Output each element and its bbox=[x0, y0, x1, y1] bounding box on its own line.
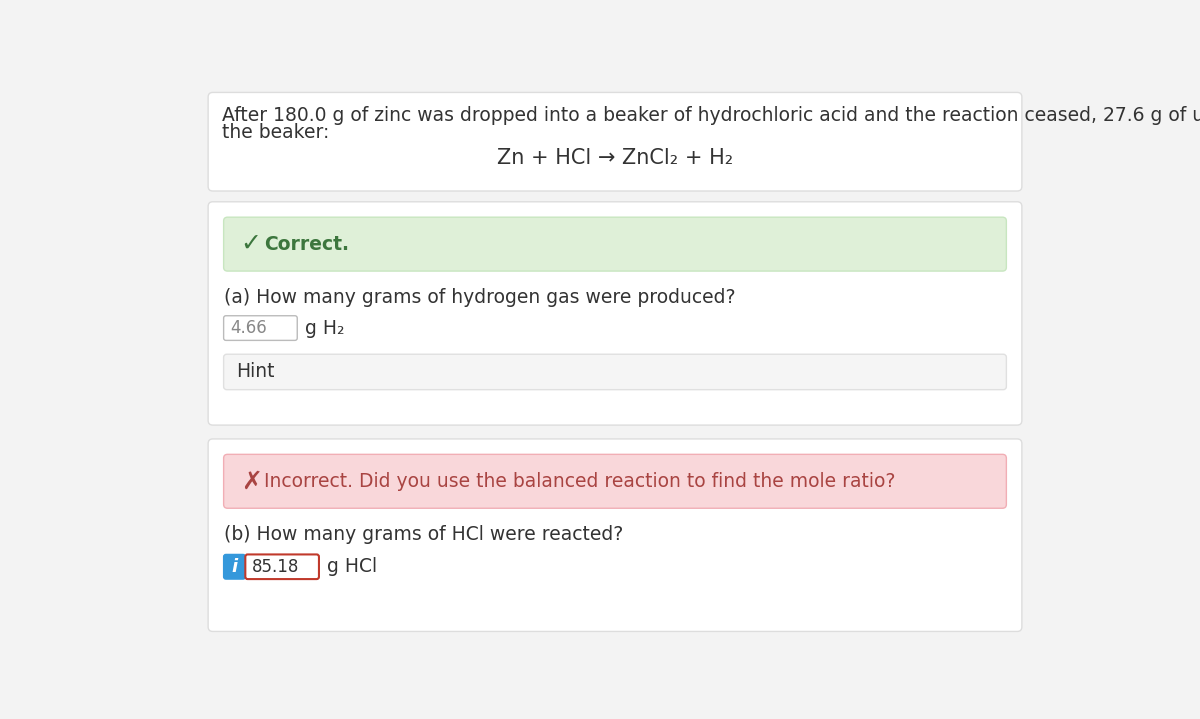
Text: g H₂: g H₂ bbox=[305, 319, 344, 337]
FancyBboxPatch shape bbox=[223, 217, 1007, 271]
Text: 85.18: 85.18 bbox=[252, 558, 299, 576]
FancyBboxPatch shape bbox=[223, 316, 298, 340]
FancyBboxPatch shape bbox=[223, 554, 245, 579]
FancyBboxPatch shape bbox=[223, 354, 1007, 390]
Text: After 180.0 g of zinc was dropped into a beaker of hydrochloric acid and the rea: After 180.0 g of zinc was dropped into a… bbox=[222, 106, 1200, 125]
Text: (a) How many grams of hydrogen gas were produced?: (a) How many grams of hydrogen gas were … bbox=[223, 288, 736, 307]
Text: Zn + HCl → ZnCl₂ + H₂: Zn + HCl → ZnCl₂ + H₂ bbox=[497, 148, 733, 168]
FancyBboxPatch shape bbox=[208, 439, 1022, 631]
Text: Hint: Hint bbox=[236, 362, 275, 382]
FancyBboxPatch shape bbox=[208, 93, 1022, 191]
Text: ✓: ✓ bbox=[241, 232, 262, 256]
Text: the beaker:: the beaker: bbox=[222, 123, 330, 142]
Text: g HCl: g HCl bbox=[326, 557, 377, 576]
Text: Correct.: Correct. bbox=[264, 234, 349, 254]
Text: ✗: ✗ bbox=[241, 470, 262, 493]
FancyBboxPatch shape bbox=[223, 454, 1007, 508]
FancyBboxPatch shape bbox=[245, 554, 319, 579]
FancyBboxPatch shape bbox=[208, 202, 1022, 425]
Text: i: i bbox=[232, 558, 238, 576]
Text: 4.66: 4.66 bbox=[230, 319, 266, 337]
Text: Incorrect. Did you use the balanced reaction to find the mole ratio?: Incorrect. Did you use the balanced reac… bbox=[264, 472, 895, 491]
Text: (b) How many grams of HCl were reacted?: (b) How many grams of HCl were reacted? bbox=[223, 525, 623, 544]
